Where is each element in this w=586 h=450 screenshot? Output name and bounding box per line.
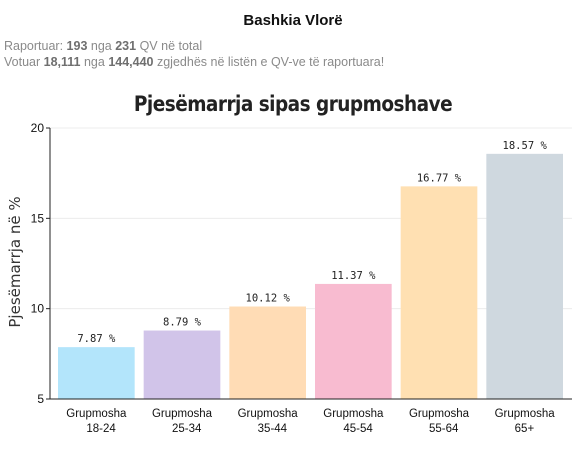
data-label: 10.12 % [246, 292, 291, 304]
x-tick-label-line1: Grupmosha [495, 408, 556, 420]
bar-18-24 [58, 347, 135, 399]
chart-title: Pjesëmarrja sipas grupmoshave [133, 92, 453, 116]
reported-prefix: Raportuar: [4, 39, 64, 53]
data-label: 7.87 % [77, 333, 116, 345]
data-label: 16.77 % [417, 172, 462, 184]
bar-65plus [486, 153, 563, 399]
y-tick-label: 10 [31, 302, 45, 316]
x-tick-label-line2: 45-54 [343, 423, 373, 435]
x-tick-label-line1: Grupmosha [66, 408, 127, 420]
bar-25-34 [143, 330, 221, 399]
y-tick-label: 15 [31, 211, 45, 225]
label-layer: 7.87 % Grupmosha 18-24 8.79 % Grupmosha 25-34… [66, 140, 555, 435]
voted-mid: nga [83, 55, 105, 69]
municipality-title: Bashkia Vlorë [243, 12, 343, 29]
voted-suffix: zgjedhës në listën e QV-ve të raportuara… [156, 55, 385, 69]
y-tick-label: 5 [37, 392, 44, 406]
x-tick-label-line2: 35-44 [258, 423, 288, 435]
x-tick-label-line1: Grupmosha [152, 408, 213, 420]
voted-total: 144,440 [108, 55, 154, 69]
x-tick-label-line2: 25-34 [172, 423, 202, 435]
x-tick-label-line2: 55-64 [429, 423, 459, 435]
x-tick-label-line2: 18-24 [86, 423, 116, 435]
bar-layer [58, 153, 563, 399]
voted-count: 18,111 [43, 55, 81, 69]
voted-prefix: Votuar [4, 55, 41, 69]
axis-layer: 5 10 15 20 [31, 121, 572, 406]
x-tick-label-line1: Grupmosha [409, 408, 470, 420]
bar-45-54 [315, 283, 392, 399]
reported-mid: nga [90, 39, 112, 53]
reported-line: Raportuar: 193 nga 231 QV në total [4, 38, 384, 54]
data-label: 8.79 % [163, 317, 202, 329]
x-tick-label-line2: 65+ [515, 423, 535, 435]
reported-total: 231 [115, 39, 137, 53]
reported-count: 193 [66, 39, 88, 53]
bar-55-64 [400, 186, 478, 399]
reported-suffix: QV në total [139, 39, 203, 53]
y-tick-label: 20 [31, 121, 45, 135]
data-label: 18.57 % [503, 140, 548, 152]
x-tick-label-line1: Grupmosha [238, 408, 299, 420]
data-label: 11.37 % [331, 270, 376, 282]
y-axis-label: Pjesëmarrja në % [6, 196, 24, 327]
grid-layer [50, 127, 572, 310]
voted-line: Votuar 18,111 nga 144,440 zgjedhës në li… [4, 54, 384, 70]
bar-35-44 [229, 306, 306, 399]
x-tick-label-line1: Grupmosha [323, 408, 384, 420]
reporting-stats: Raportuar: 193 nga 231 QV në total Votua… [4, 38, 384, 70]
